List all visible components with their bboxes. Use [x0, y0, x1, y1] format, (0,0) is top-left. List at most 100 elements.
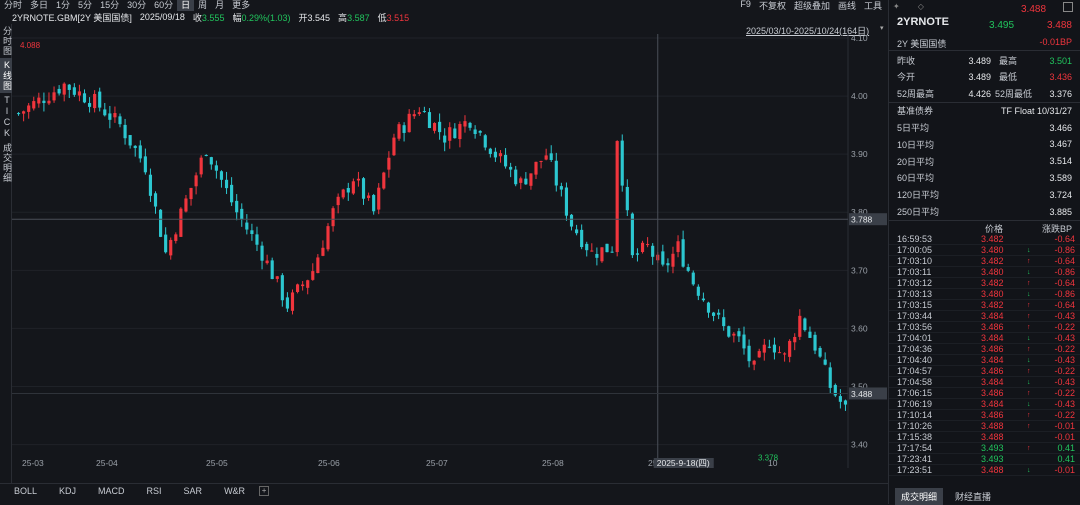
candle-body	[493, 151, 497, 158]
panel-tab[interactable]: 成交明细	[895, 488, 944, 505]
period-tab[interactable]: 15分	[100, 0, 120, 10]
indicator-tab[interactable]: KDJ	[59, 485, 77, 496]
trade-direction-icon: ↓	[1027, 466, 1031, 474]
indicator-tab[interactable]: SAR	[183, 485, 203, 496]
trade-price: 3.482	[981, 278, 1004, 288]
period-toolbar: 分时 多日 1分 5分 15分 30分 60分日周月更多 F9 不复权 超级叠加 画线 工具	[0, 0, 888, 11]
candle-body	[600, 247, 604, 262]
toolbar-item[interactable]: 超级叠加	[793, 1, 830, 11]
y-tick-label: 3.80	[851, 207, 868, 217]
row-52w: 52周最高 4.426 52周最低 3.376	[897, 87, 1072, 100]
toolbar-item[interactable]: 工具	[863, 1, 882, 11]
trade-row: 17:03:13 3.480 ↓ -0.86	[889, 289, 1080, 300]
indicator-tab[interactable]: RSI	[146, 485, 162, 496]
trade-bp: -0.01	[1054, 421, 1075, 431]
trade-row: 17:10:26 3.488 ↑ -0.01	[889, 421, 1080, 432]
y-tick-label: 3.90	[851, 149, 868, 159]
candle-body	[803, 318, 807, 331]
candle-body	[77, 91, 81, 96]
trade-list[interactable]: 16:59:53 3.482 -0.64 17:00:05 3.480 ↓ -0.86 17:…	[889, 234, 1080, 476]
candle-body	[569, 214, 574, 227]
candle-body	[509, 166, 513, 170]
add-indicator-button[interactable]: +	[259, 485, 270, 496]
trade-row: 17:03:11 3.480 ↓ -0.86	[889, 267, 1080, 278]
quote-info-bar: 2YRNOTE.GBM[2Y 美国国债] 2025/09/18 收3.555 幅…	[12, 11, 409, 23]
toolbar-item[interactable]: 画线	[837, 1, 856, 11]
candle-body	[402, 125, 406, 133]
panel-tab[interactable]: 财经直播	[955, 492, 992, 502]
w52-high-label: 52周最高	[897, 89, 935, 99]
candle-body	[169, 239, 173, 256]
side-tab[interactable]: 成交明细	[2, 143, 12, 183]
candle-body	[610, 251, 614, 253]
period-tab[interactable]: 多日	[30, 0, 49, 10]
side-tab[interactable]: 分时图	[2, 26, 12, 56]
candle-body	[539, 160, 543, 162]
toolbar-item[interactable]: 不复权	[758, 1, 786, 11]
indicator-tab[interactable]: BOLL	[14, 485, 38, 496]
candle-body	[798, 315, 802, 337]
trade-bp: -0.22	[1054, 410, 1075, 420]
bar-date: 2025/09/18	[139, 12, 185, 22]
period-tab[interactable]: 月	[215, 0, 225, 10]
trade-direction-icon: ↑	[1027, 444, 1031, 452]
candle-body	[260, 245, 264, 261]
chevron-down-icon[interactable]: ▾	[880, 25, 884, 32]
pin-icon[interactable]: ✦	[893, 2, 900, 11]
period-tab[interactable]: 日	[177, 0, 195, 11]
trade-row: 17:04:57 3.486 ↑ -0.22	[889, 366, 1080, 377]
candle-body	[575, 229, 579, 234]
candle-body	[691, 272, 695, 285]
w52-high-value: 4.426	[968, 88, 991, 99]
trade-price: 3.488	[981, 432, 1004, 442]
indicator-tab[interactable]: MACD	[98, 485, 125, 496]
panel-high-value: 3.501	[1049, 55, 1072, 66]
bench-value: TF Float 10/31/27	[1000, 105, 1072, 116]
trade-time: 17:04:58	[897, 377, 933, 387]
window-icon[interactable]	[1063, 2, 1073, 12]
trade-direction-icon: ↑	[1027, 301, 1031, 309]
period-tab[interactable]: 1分	[56, 0, 71, 10]
trade-row: 17:04:58 3.484 ↓ -0.43	[889, 377, 1080, 388]
trade-header: 价格 涨跌BP	[897, 222, 1072, 235]
candle-body	[417, 112, 421, 115]
candle-body	[519, 178, 523, 183]
last-price-box	[849, 387, 887, 400]
date-range[interactable]: 2025/03/10-2025/10/24(164日)	[746, 26, 870, 36]
y-tick-label: 3.70	[851, 265, 868, 275]
toolbar-item[interactable]: F9	[740, 0, 751, 9]
candle-body	[285, 297, 289, 309]
period-tab[interactable]: 分时	[4, 0, 23, 10]
candlestick-chart[interactable]: 4.10 4.00 3.90 3.80 3.70 3.60 3.50 3.40 3.788 3.4…	[12, 34, 888, 468]
low-label: 低	[377, 12, 387, 23]
candle-body	[250, 230, 254, 234]
period-tab[interactable]: 5分	[78, 0, 93, 10]
trade-bp: -0.01	[1054, 465, 1075, 475]
period-tab[interactable]: 更多	[232, 0, 251, 10]
trade-price: 3.480	[981, 245, 1004, 255]
indicator-tab[interactable]: W&R	[224, 485, 246, 496]
expand-icon[interactable]: ◇	[917, 2, 924, 11]
y-tick-label: 3.50	[851, 381, 868, 391]
crosshair-x-box	[653, 458, 714, 468]
candle-body	[777, 352, 782, 354]
period-tab[interactable]: 周	[198, 0, 208, 10]
trade-direction-icon: ↓	[1027, 356, 1031, 364]
candle-body	[686, 267, 690, 271]
avg-row: 250日平均 3.885	[897, 205, 1072, 218]
side-tab[interactable]: TICK	[2, 95, 12, 139]
period-tab[interactable]: 60分	[154, 0, 174, 10]
trade-time: 17:00:05	[897, 245, 933, 255]
candle-body	[767, 346, 771, 348]
candle-body	[615, 141, 619, 253]
trade-direction-icon: ↓	[1027, 378, 1031, 386]
bid-price: 3.495	[989, 20, 1015, 31]
trade-bp: -0.86	[1054, 267, 1075, 277]
trade-bp: 0.41	[1057, 443, 1075, 453]
avg-label: 20日平均	[897, 156, 935, 167]
candle-body	[265, 260, 269, 264]
side-tab[interactable]: K线图	[0, 58, 12, 93]
period-tab[interactable]: 30分	[127, 0, 147, 10]
change-bp: -0.01BP	[1039, 37, 1072, 47]
candle-body	[534, 161, 538, 175]
